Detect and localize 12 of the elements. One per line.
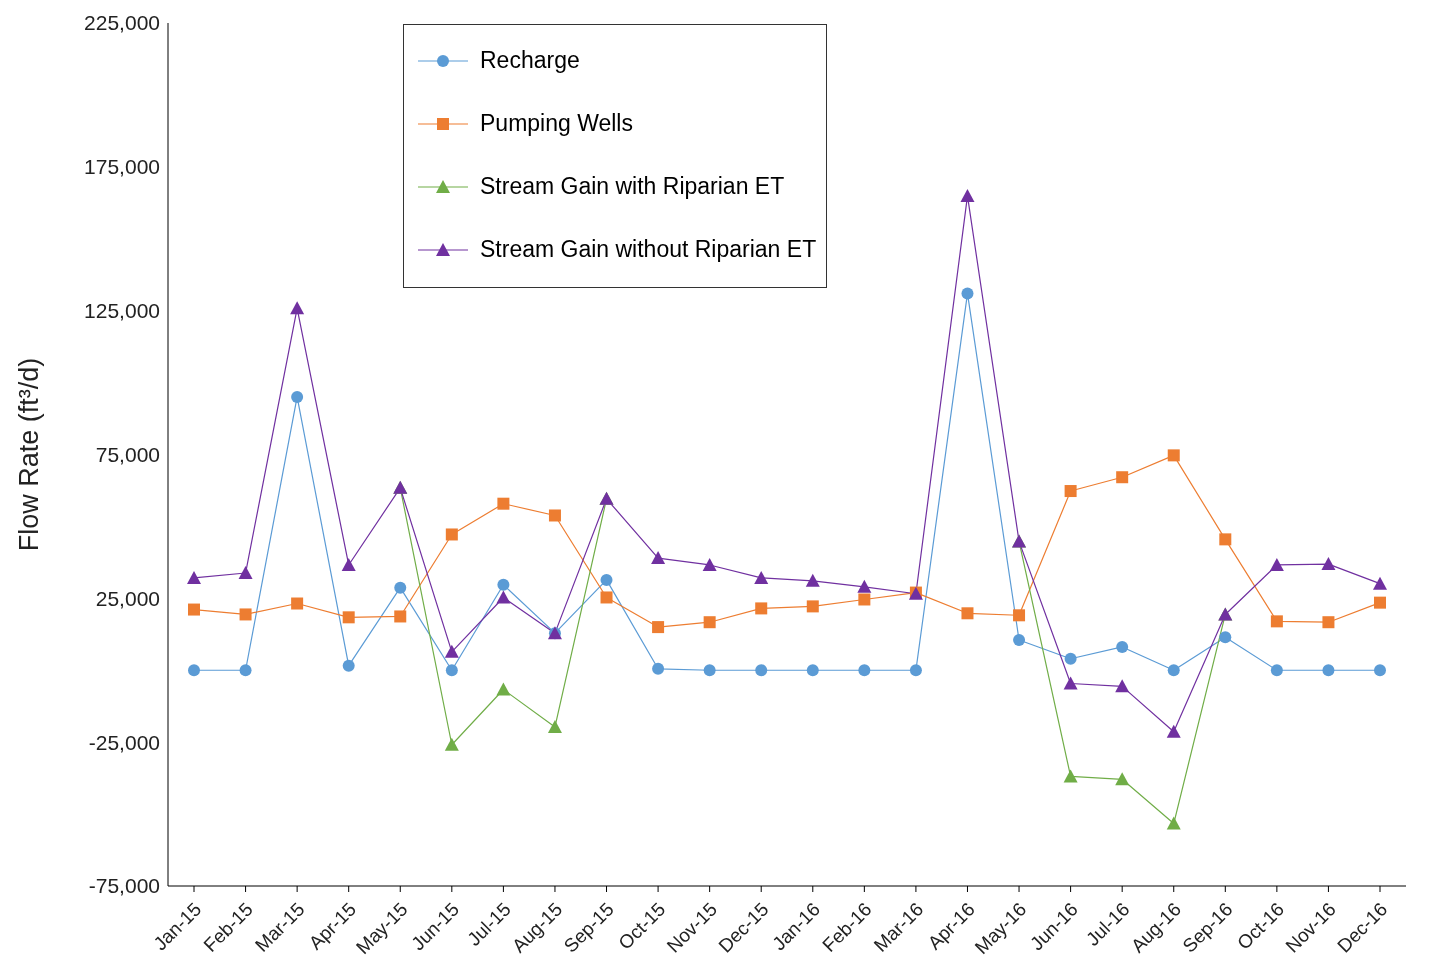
y-tick-label: -75,000: [88, 874, 160, 898]
y-tick-label: 175,000: [84, 155, 160, 179]
legend-label: Stream Gain with Riparian ET: [480, 173, 785, 200]
y-tick-label: 25,000: [95, 586, 160, 610]
y-tick-label: 75,000: [95, 442, 160, 466]
y-tick-label: -25,000: [88, 730, 160, 754]
y-axis-title: Flow Rate (ft³/d): [13, 357, 44, 552]
legend-label: Recharge: [480, 47, 580, 74]
legend-label: Stream Gain without Riparian ET: [480, 236, 817, 263]
y-tick-label: 125,000: [84, 299, 160, 323]
y-tick-label: 225,000: [84, 11, 160, 35]
legend-label: Pumping Wells: [480, 110, 633, 137]
